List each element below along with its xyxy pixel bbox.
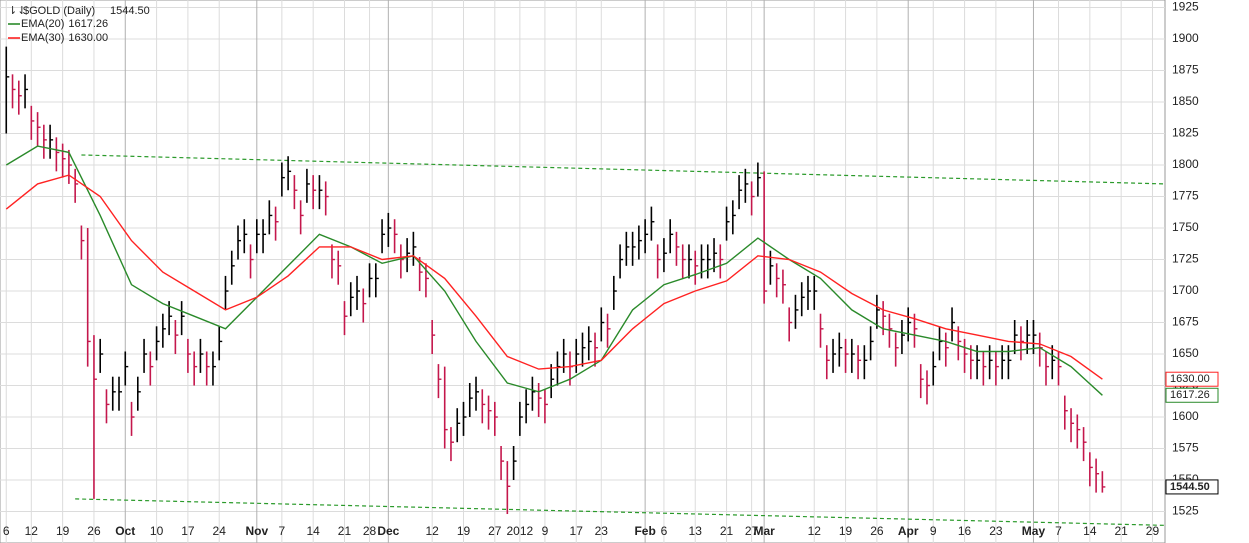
legend-value: 1630.00 xyxy=(68,32,108,44)
x-tick-label: 27 xyxy=(745,524,759,538)
y-tick-label: 1900 xyxy=(1172,31,1199,45)
x-tick-label: 14 xyxy=(306,524,320,538)
x-tick-label: Apr xyxy=(898,524,919,538)
y-tick-label: 1925 xyxy=(1172,0,1199,14)
x-tick-label: 28 xyxy=(363,524,377,538)
value-box xyxy=(1165,371,1219,387)
legend-label: EMA(30) xyxy=(21,32,64,44)
x-tick-label: 12 xyxy=(808,524,822,538)
x-tick-label: 29 xyxy=(1146,524,1160,538)
x-tick-label: 17 xyxy=(570,524,584,538)
trendline xyxy=(81,154,1166,185)
y-tick-label: 1525 xyxy=(1172,504,1199,518)
x-tick-label: Mar xyxy=(753,524,775,538)
x-tick-label: 21 xyxy=(1114,524,1128,538)
x-tick-label: 27 xyxy=(488,524,502,538)
y-tick-label: 1700 xyxy=(1172,283,1199,297)
x-tick-label: Oct xyxy=(115,524,135,538)
x-tick-label: 9 xyxy=(542,524,549,538)
x-tick-label: Nov xyxy=(245,524,268,538)
x-tick-label: 19 xyxy=(457,524,471,538)
y-tick-label: 1825 xyxy=(1172,126,1199,140)
price-box xyxy=(1165,479,1219,495)
price-box-label: 1544.50 xyxy=(1170,481,1210,493)
value-box-label: 1617.26 xyxy=(1170,389,1210,401)
x-tick-label: 6 xyxy=(3,524,10,538)
title-icon: ⇂⇃ xyxy=(8,5,26,17)
x-tick-label: 21 xyxy=(338,524,352,538)
x-tick-label: 10 xyxy=(150,524,164,538)
x-tick-label: 23 xyxy=(595,524,609,538)
x-tick-label: 26 xyxy=(87,524,101,538)
x-tick-label: 6 xyxy=(661,524,668,538)
x-tick-label: 23 xyxy=(989,524,1003,538)
x-tick-label: 19 xyxy=(56,524,70,538)
x-tick-label: 19 xyxy=(839,524,853,538)
x-tick-label: 13 xyxy=(689,524,703,538)
x-tick-label: 16 xyxy=(958,524,972,538)
y-tick-label: 1850 xyxy=(1172,94,1199,108)
x-tick-label: 7 xyxy=(279,524,286,538)
x-tick-label: Dec xyxy=(377,524,399,538)
x-tick-label: 7 xyxy=(1055,524,1062,538)
ema-line xyxy=(5,174,1103,380)
x-tick-label: 2012 xyxy=(507,524,534,538)
y-tick-label: 1600 xyxy=(1172,409,1199,423)
y-tick-label: 1575 xyxy=(1172,441,1199,455)
ema-line xyxy=(5,145,1103,396)
y-tick-label: 1650 xyxy=(1172,346,1199,360)
y-tick-label: 1800 xyxy=(1172,157,1199,171)
plot-area xyxy=(0,0,1166,543)
marks xyxy=(5,46,1166,526)
y-tick-label: 1750 xyxy=(1172,220,1199,234)
price-label: 1544.50 xyxy=(110,5,150,17)
y-tick-label: 1775 xyxy=(1172,189,1199,203)
x-tick-label: 24 xyxy=(213,524,227,538)
y-tick-label: 1675 xyxy=(1172,315,1199,329)
y-tick-label: 1875 xyxy=(1172,63,1199,77)
value-box-label: 1630.00 xyxy=(1170,373,1210,385)
x-tick-label: 21 xyxy=(720,524,734,538)
x-tick-label: 12 xyxy=(25,524,39,538)
y-tick-label: 1725 xyxy=(1172,252,1199,266)
legend-label: EMA(20) xyxy=(21,18,64,30)
x-tick-label: May xyxy=(1022,524,1046,538)
x-tick-label: Feb xyxy=(634,524,655,538)
x-tick-label: 17 xyxy=(181,524,195,538)
x-tick-label: 12 xyxy=(425,524,439,538)
value-box xyxy=(1165,387,1219,403)
chart-title: $GOLD (Daily) xyxy=(23,5,95,17)
legend-value: 1617.26 xyxy=(68,18,108,30)
x-tick-label: 9 xyxy=(930,524,937,538)
x-tick-label: 26 xyxy=(870,524,884,538)
x-tick-label: 14 xyxy=(1083,524,1097,538)
